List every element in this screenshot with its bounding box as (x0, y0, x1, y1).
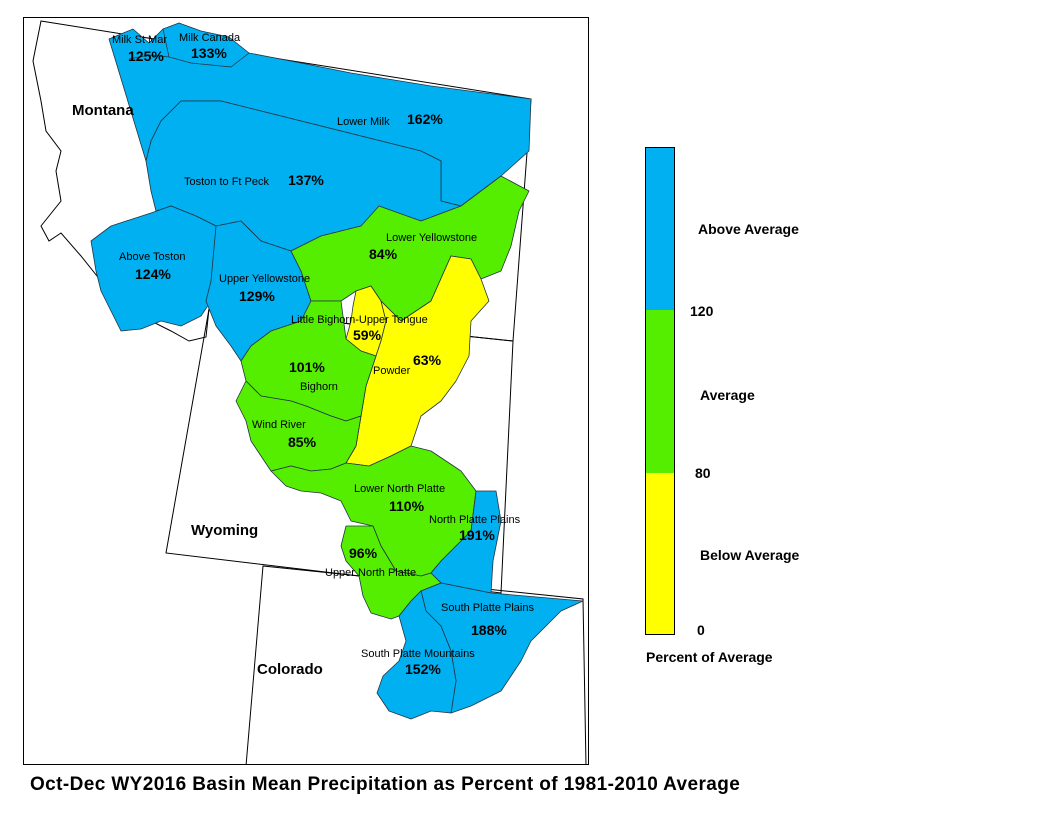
basin-pct-above-toston: 124% (135, 266, 171, 282)
basin-name-milk-canada: Milk Canada (179, 32, 241, 44)
legend-swatch-average (646, 310, 674, 473)
basin-pct-upper-north-platte: 96% (349, 545, 378, 561)
basin-pct-wind-river: 85% (288, 434, 317, 450)
milk-divider (162, 28, 250, 68)
basin-name-lower-north-platte: Lower North Platte (354, 483, 445, 495)
basin-name-bighorn: Bighorn (300, 381, 338, 393)
milk-st-mary-divider (128, 54, 170, 60)
basin-name-milk-st-mary: Milk St Mar (112, 34, 167, 46)
state-label-colorado: Colorado (257, 661, 323, 678)
basin-pct-powder: 63% (413, 352, 442, 368)
legend-break-120: 120 (690, 303, 714, 319)
basin-above-toston (90, 205, 222, 332)
basin-name-above-toston: Above Toston (119, 251, 185, 263)
basin-name-south-platte-plains: South Platte Plains (441, 602, 534, 614)
basin-name-north-platte-plains: North Platte Plains (429, 514, 521, 526)
state-label-wyoming: Wyoming (191, 522, 258, 539)
legend-caption: Percent of Average (646, 649, 773, 665)
basin-name-south-platte-mountains: South Platte Mountains (361, 648, 475, 660)
basin-pct-lower-yellowstone: 84% (369, 246, 398, 262)
montana-outline (32, 20, 532, 342)
basin-map: Montana Wyoming Colorado Milk St Mar 125% Mi… (32, 20, 587, 764)
basin-pct-toston-to-ft-peck: 137% (288, 172, 324, 188)
legend-label-above: Above Average (698, 221, 799, 237)
basin-pct-milk-st-mary: 125% (128, 48, 164, 64)
basin-name-powder: Powder (373, 365, 411, 377)
basin-name-wind-river: Wind River (252, 419, 306, 431)
basin-name-lower-milk: Lower Milk (337, 116, 390, 128)
legend-swatch-below (646, 473, 674, 634)
legend-label-average: Average (700, 387, 755, 403)
basin-pct-south-platte-plains: 188% (471, 622, 507, 638)
legend-color-bar (645, 147, 675, 635)
basin-pct-south-platte-mountains: 152% (405, 661, 441, 677)
basin-pct-lower-north-platte: 110% (389, 498, 425, 514)
basin-name-upper-north-platte: Upper North Platte (325, 567, 416, 579)
basin-pct-bighorn: 101% (289, 359, 325, 375)
basin-south-platte-mountains (376, 590, 457, 720)
basin-pct-upper-yellowstone: 129% (239, 288, 275, 304)
legend-break-80: 80 (695, 465, 711, 481)
map-title: Oct-Dec WY2016 Basin Mean Precipitation … (30, 774, 741, 795)
basin-name-upper-yellowstone: Upper Yellowstone (219, 273, 310, 285)
basin-name-little-bighorn-upper-tongue: Little Bighorn-Upper Tongue (291, 314, 428, 326)
basin-pct-little-bighorn-upper-tongue: 59% (353, 327, 382, 343)
legend-swatch-above (646, 148, 674, 310)
basin-pct-north-platte-plains: 191% (459, 527, 495, 543)
basin-name-toston-to-ft-peck: Toston to Ft Peck (184, 176, 269, 188)
basin-pct-milk-canada: 133% (191, 45, 227, 61)
map-frame: Montana Wyoming Colorado Milk St Mar 125% Mi… (23, 17, 589, 765)
state-label-montana: Montana (72, 102, 134, 119)
legend-label-below: Below Average (700, 547, 800, 563)
basin-name-lower-yellowstone: Lower Yellowstone (386, 232, 477, 244)
legend-break-0: 0 (697, 622, 705, 638)
basin-pct-lower-milk: 162% (407, 111, 443, 127)
